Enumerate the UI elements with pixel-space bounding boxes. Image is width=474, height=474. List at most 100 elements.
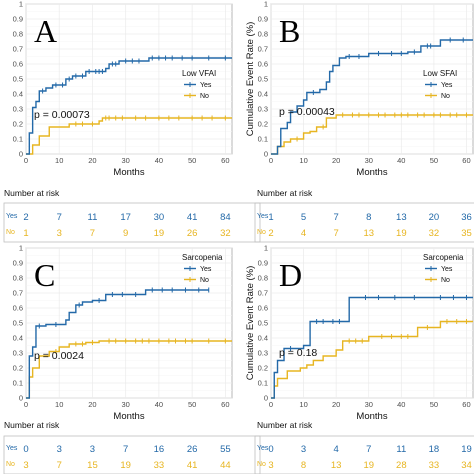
panel-c: 00.10.20.30.40.50.60.70.80.910 10 20 30 40 50… <box>3 244 261 474</box>
legend-label-no: No <box>441 93 450 100</box>
risk-count-yes: 7 <box>366 444 371 455</box>
risk-count-yes: 13 <box>396 212 407 223</box>
series-line-no <box>271 114 473 155</box>
x-tick-label: 40 <box>155 156 163 165</box>
risk-count-yes: 8 <box>366 212 371 223</box>
risk-count-yes: 1 <box>268 212 273 223</box>
y-tick-label: 0.5 <box>13 75 23 84</box>
x-tick-label: 30 <box>365 156 373 165</box>
y-tick-label: 0.2 <box>258 364 268 373</box>
legend-label-no: No <box>441 277 450 284</box>
risk-count-no: 7 <box>57 460 62 471</box>
risk-count-no: 15 <box>87 460 98 471</box>
risk-count-no: 33 <box>429 460 440 471</box>
legend-label-yes: Yes <box>200 266 212 273</box>
risk-count-no: 3 <box>57 228 62 239</box>
y-tick-label: 0 <box>19 394 23 403</box>
x-tick-label: 30 <box>122 400 130 409</box>
x-tick-label: 20 <box>332 156 340 165</box>
risk-count-no: 3 <box>23 460 28 471</box>
risk-count-no: 28 <box>396 460 407 471</box>
risk-count-no: 32 <box>220 228 231 239</box>
risk-table-title: Number at risk <box>257 420 313 430</box>
y-tick-label: 0.5 <box>13 319 23 328</box>
y-tick-label: 0.3 <box>13 349 23 358</box>
risk-count-yes: 55 <box>220 444 231 455</box>
series-line-yes <box>26 289 209 399</box>
x-axis-label: Months <box>113 167 144 178</box>
x-tick-label: 50 <box>188 156 196 165</box>
risk-count-yes: 2 <box>23 212 28 223</box>
risk-count-yes: 16 <box>154 444 165 455</box>
risk-count-no: 19 <box>396 228 407 239</box>
panel-letter: B <box>279 13 300 49</box>
y-tick-label: 0.5 <box>258 319 268 328</box>
x-tick-label: 20 <box>332 400 340 409</box>
y-axis-label: Cumulative Event Rate (%) <box>245 22 256 137</box>
y-tick-label: 0 <box>264 394 268 403</box>
risk-row-label-no: No <box>257 461 266 468</box>
risk-count-yes: 30 <box>154 212 165 223</box>
risk-count-yes: 3 <box>90 444 95 455</box>
risk-table-title: Number at risk <box>257 188 313 198</box>
legend-label-no: No <box>200 93 209 100</box>
x-tick-label: 60 <box>221 400 229 409</box>
risk-row-label-no: No <box>6 229 15 236</box>
risk-count-no: 13 <box>363 228 374 239</box>
risk-count-no: 2 <box>268 228 273 239</box>
risk-count-yes: 7 <box>334 212 339 223</box>
y-tick-label: 0.4 <box>13 334 23 343</box>
risk-count-yes: 26 <box>187 444 198 455</box>
risk-count-no: 13 <box>331 460 342 471</box>
panel-letter: C <box>34 257 55 293</box>
risk-count-no: 8 <box>301 460 306 471</box>
risk-count-yes: 84 <box>220 212 231 223</box>
risk-count-no: 7 <box>334 228 339 239</box>
legend-title: Sarcopenia <box>423 253 464 262</box>
risk-count-yes: 3 <box>301 444 306 455</box>
panel-letter: A <box>34 13 57 49</box>
y-tick-label: 0.1 <box>13 379 23 388</box>
risk-row-label-no: No <box>6 461 15 468</box>
y-tick-label: 0.3 <box>13 105 23 114</box>
risk-count-yes: 11 <box>88 212 98 223</box>
y-tick-label: 0 <box>19 150 23 159</box>
risk-count-yes: 3 <box>57 444 62 455</box>
series-line-yes <box>26 57 232 155</box>
p-value-label: p = 0.00043 <box>279 106 335 118</box>
x-tick-label: 0 <box>24 400 28 409</box>
risk-count-yes: 4 <box>334 444 339 455</box>
panel-a: 00.10.20.30.40.50.60.70.80.910 10 20 30 40 50… <box>3 0 261 243</box>
x-axis-label: Months <box>356 411 387 422</box>
risk-count-no: 4 <box>301 228 306 239</box>
y-tick-label: 0.6 <box>13 304 23 313</box>
legend-label-yes: Yes <box>441 266 453 273</box>
risk-count-yes: 20 <box>429 212 440 223</box>
x-axis-label: Months <box>356 167 387 178</box>
y-tick-label: 0.8 <box>258 274 268 283</box>
risk-count-no: 26 <box>187 228 198 239</box>
risk-count-yes: 7 <box>57 212 62 223</box>
y-tick-label: 0.9 <box>13 15 23 24</box>
risk-count-yes: 11 <box>396 444 406 455</box>
y-tick-label: 1 <box>264 244 268 253</box>
risk-table-title: Number at risk <box>4 188 60 198</box>
risk-row-label-yes: Yes <box>257 445 269 452</box>
x-tick-label: 40 <box>155 400 163 409</box>
y-tick-label: 0.7 <box>258 45 268 54</box>
x-tick-label: 0 <box>269 156 273 165</box>
p-value-label: p = 0.18 <box>279 347 317 359</box>
panel-letter: D <box>279 257 302 293</box>
risk-count-yes: 17 <box>120 212 131 223</box>
y-tick-label: 0.2 <box>13 120 23 129</box>
risk-table-frame <box>254 435 474 474</box>
series-line-yes <box>271 296 473 399</box>
y-tick-label: 0.2 <box>258 120 268 129</box>
y-tick-label: 0.6 <box>258 60 268 69</box>
risk-count-yes: 0 <box>23 444 28 455</box>
y-tick-label: 0.9 <box>258 259 268 268</box>
y-axis-label: Cumulative Event Rate (%) <box>245 266 256 381</box>
x-tick-label: 30 <box>365 400 373 409</box>
y-tick-label: 1 <box>264 0 268 9</box>
panel-b: 00.10.20.30.40.50.60.70.80.910 10 20 30 40 50… <box>245 0 474 243</box>
